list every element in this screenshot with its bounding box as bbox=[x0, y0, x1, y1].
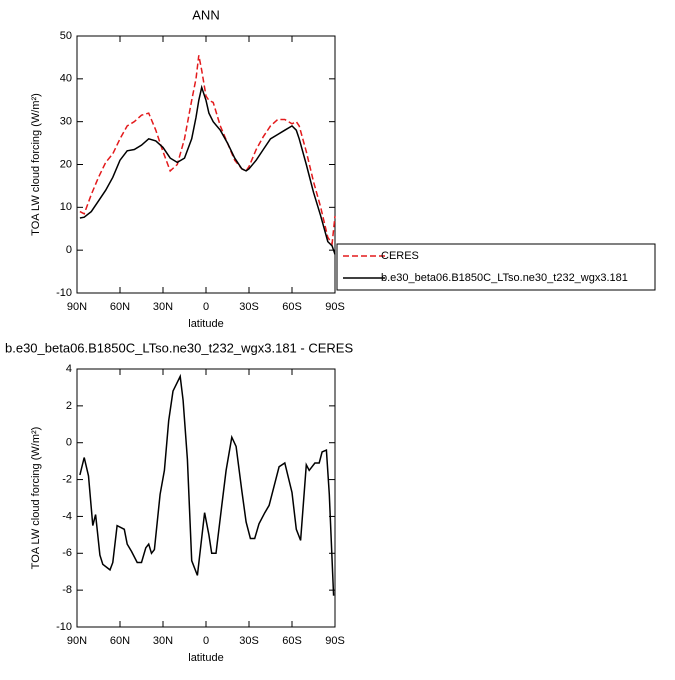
y-tick-label: 20 bbox=[60, 158, 72, 170]
y-tick-label: 0 bbox=[66, 437, 72, 449]
data-line bbox=[79, 55, 336, 246]
x-tick-label: 30S bbox=[239, 635, 259, 647]
plot-frame bbox=[76, 35, 336, 294]
x-tick-label: 90N bbox=[67, 635, 87, 647]
y-tick-label: -8 bbox=[62, 584, 72, 596]
x-tick-label: 30N bbox=[153, 301, 173, 313]
x-tick-label: 0 bbox=[203, 301, 209, 313]
y-tick-label: -10 bbox=[56, 621, 72, 633]
plot-frame bbox=[76, 368, 336, 628]
x-tick-label: 90S bbox=[325, 635, 345, 647]
x-tick-label: 0 bbox=[203, 635, 209, 647]
y-tick-label: 30 bbox=[60, 116, 72, 128]
y-tick-label: 10 bbox=[60, 201, 72, 213]
legend-box bbox=[336, 243, 656, 291]
y-axis-label: TOA LW cloud forcing (W/m²) bbox=[30, 93, 42, 236]
x-tick-label: 90N bbox=[67, 301, 87, 313]
chart-title: b.e30_beta06.B1850C_LTso.ne30_t232_wgx3.… bbox=[5, 340, 353, 355]
y-tick-label: 0 bbox=[66, 244, 72, 256]
y-tick-label: -10 bbox=[56, 287, 72, 299]
x-tick-label: 30N bbox=[153, 635, 173, 647]
x-tick-label: 30S bbox=[239, 301, 259, 313]
x-axis-label: latitude bbox=[188, 652, 223, 664]
x-tick-label: 60S bbox=[282, 635, 302, 647]
x-axis-label: latitude bbox=[188, 318, 223, 330]
y-tick-label: -4 bbox=[62, 510, 72, 522]
y-tick-label: 4 bbox=[66, 363, 72, 375]
chart-title: ANN bbox=[192, 7, 219, 22]
x-tick-label: 60N bbox=[110, 635, 130, 647]
legend-label: CERES bbox=[381, 250, 419, 262]
y-tick-label: 50 bbox=[60, 30, 72, 42]
legend-label: b.e30_beta06.B1850C_LTso.ne30_t232_wgx3.… bbox=[381, 272, 628, 284]
x-tick-label: 60N bbox=[110, 301, 130, 313]
data-line bbox=[79, 84, 336, 255]
y-tick-label: -6 bbox=[62, 547, 72, 559]
y-tick-label: 40 bbox=[60, 73, 72, 85]
y-axis-label: TOA LW cloud forcing (W/m²) bbox=[30, 427, 42, 570]
x-tick-label: 90S bbox=[325, 301, 345, 313]
x-tick-label: 60S bbox=[282, 301, 302, 313]
y-tick-label: 2 bbox=[66, 400, 72, 412]
data-line bbox=[79, 373, 335, 596]
y-tick-label: -2 bbox=[62, 473, 72, 485]
